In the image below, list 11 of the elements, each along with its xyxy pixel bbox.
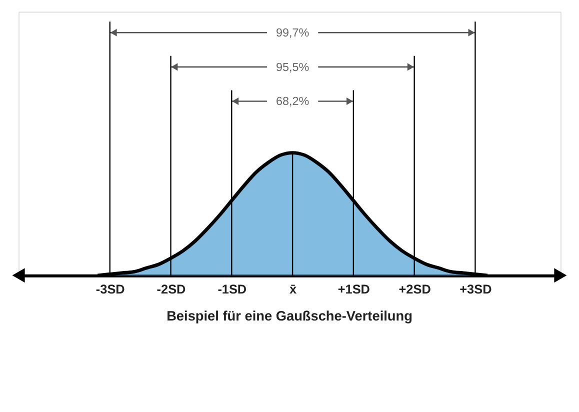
x-tick-label: +2SD	[398, 282, 431, 296]
x-tick-label: x̄	[290, 282, 297, 296]
text: 95,5%	[276, 60, 310, 74]
x-tick-label: +3SD	[460, 282, 492, 296]
x-tick-label: -2SD	[156, 282, 186, 296]
x-tick-label: -1SD	[218, 282, 247, 296]
text: Beispiel für eine Gaußsche-Verteilung	[166, 308, 412, 324]
x-tick-label: +1SD	[338, 282, 370, 296]
text: 68,2%	[276, 95, 310, 108]
x-tick-label: -3SD	[96, 282, 125, 296]
text: 99,7%	[276, 26, 310, 40]
